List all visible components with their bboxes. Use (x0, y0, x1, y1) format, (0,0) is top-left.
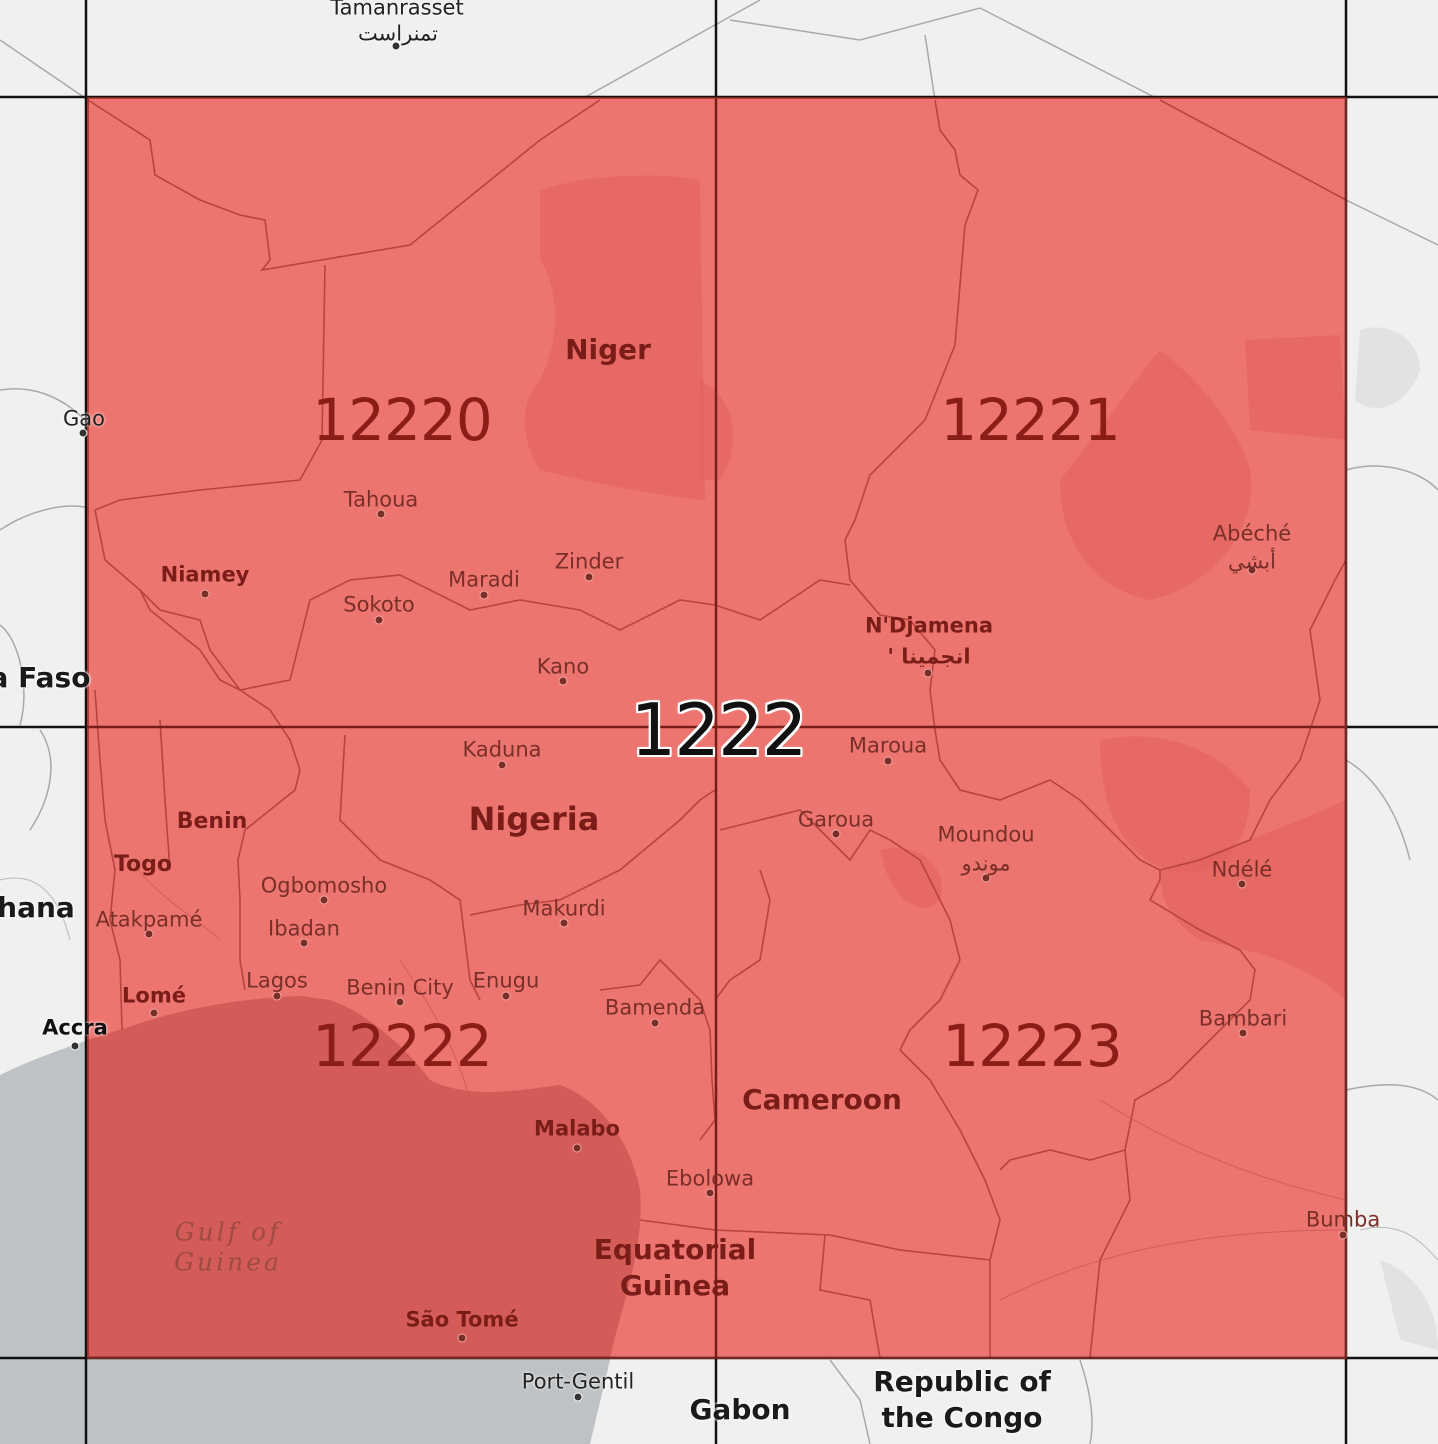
city-label-accra: Accra (42, 1015, 108, 1040)
city-label-kaduna: Kaduna (462, 737, 542, 762)
city-dot-port-gentil (573, 1392, 583, 1402)
city-label-ogbomosho: Ogbomosho (260, 873, 388, 898)
country-label-the-congo: the Congo (881, 1401, 1043, 1434)
city-dot-lagos (272, 991, 282, 1001)
tile-label-12222[interactable]: 12222 (312, 1012, 493, 1080)
country-label-guinea: Guinea (619, 1269, 731, 1302)
city-label-enugu: Enugu (472, 968, 540, 993)
city-label-ndjamena-arabic: ' انجمينا (887, 644, 971, 669)
city-dot-sao-tome (457, 1333, 467, 1343)
country-label-cameroon: Cameroon (742, 1083, 902, 1116)
city-dot-niamey (200, 589, 210, 599)
city-label-maradi: Maradi (448, 567, 520, 592)
city-dot-bambari (1238, 1028, 1248, 1038)
city-dot-accra (70, 1041, 80, 1051)
city-dot-ogbomosho (319, 895, 329, 905)
city-label-bumba: Bumba (1305, 1207, 1381, 1232)
water-label-gulf-of: Gulf of (174, 1217, 282, 1247)
city-dot-garoua (831, 829, 841, 839)
city-label-bamenda: Bamenda (604, 995, 706, 1020)
country-label-equatorial: Equatorial (593, 1233, 757, 1266)
country-label-niger: Niger (565, 333, 651, 366)
city-dot-bamenda (650, 1018, 660, 1028)
city-label-gao: Gao (63, 406, 105, 431)
city-dot-kano (558, 676, 568, 686)
city-dot-benin-city (395, 997, 405, 1007)
city-dot-lome (149, 1008, 159, 1018)
city-dot-ndjamena (923, 668, 933, 678)
city-label-malabo: Malabo (534, 1116, 620, 1141)
city-label-moundou-arabic: موندو (961, 851, 1011, 876)
city-label-tamanrasset: Tamanrasset (330, 0, 464, 20)
country-label-republic-of: Republic of (873, 1365, 1051, 1398)
city-dot-moundou (981, 873, 991, 883)
city-dot-kaduna (497, 760, 507, 770)
country-label-togo: Togo (113, 852, 173, 877)
parent-tile-label[interactable]: 1222 (630, 688, 807, 772)
city-label-maroua: Maroua (848, 733, 928, 758)
city-label-ibadan: Ibadan (268, 916, 340, 941)
city-label-ebolowa: Ebolowa (665, 1166, 755, 1191)
city-label-sokoto: Sokoto (343, 592, 415, 617)
city-label-sao-tome: São Tomé (405, 1307, 519, 1332)
city-dot-bumba (1338, 1230, 1348, 1240)
tile-label-12220[interactable]: 12220 (312, 386, 493, 454)
city-label-port-gentil: Port-Gentil (521, 1369, 635, 1394)
water-label-guinea: Guinea (174, 1247, 282, 1277)
relief-patches (525, 175, 1346, 1000)
city-label-ndele: Ndélé (1211, 857, 1273, 882)
city-dot-zinder (584, 572, 594, 582)
city-label-zinder: Zinder (554, 549, 624, 574)
city-label-abeche: Abéché (1212, 521, 1292, 546)
city-dot-gao (78, 428, 88, 438)
city-dot-enugu (501, 991, 511, 1001)
city-label-benin-city: Benin City (346, 975, 454, 1000)
city-label-lome: Lomé (122, 983, 186, 1008)
ocean-inside-tile (88, 996, 641, 1358)
city-dot-ibadan (299, 938, 309, 948)
country-label-nigeria: Nigeria (468, 800, 600, 838)
city-label-tamanrasset-arabic: تمنراست (358, 21, 438, 46)
country-label-benin: Benin (176, 809, 248, 834)
city-label-tahoua: Tahoua (343, 487, 419, 512)
city-dot-abeche (1247, 565, 1257, 575)
city-dot-atakpame (144, 929, 154, 939)
city-label-bambari: Bambari (1198, 1006, 1288, 1031)
city-dot-maradi (479, 590, 489, 600)
country-label-gabon: Gabon (689, 1393, 791, 1426)
country-borders-inside (87, 99, 1347, 1359)
tile-label-12223[interactable]: 12223 (942, 1012, 1123, 1080)
city-label-abeche-arabic: أبشي (1228, 549, 1276, 574)
city-dot-maroua (883, 756, 893, 766)
city-label-kano: Kano (536, 654, 590, 679)
city-label-atakpame: Atakpamé (95, 907, 203, 932)
city-label-garoua: Garoua (797, 807, 875, 832)
city-label-makurdi: Makurdi (522, 896, 606, 921)
city-label-lagos: Lagos (246, 968, 308, 993)
city-dot-sokoto (374, 615, 384, 625)
city-label-moundou: Moundou (937, 822, 1035, 847)
city-dot-malabo (572, 1143, 582, 1153)
city-dot-ebolowa (705, 1188, 715, 1198)
city-dot-tamanrasset (391, 41, 401, 51)
city-dot-tahoua (376, 509, 386, 519)
city-label-niamey: Niamey (160, 562, 250, 587)
city-dot-ndele (1237, 879, 1247, 889)
tile-label-12221[interactable]: 12221 (940, 386, 1121, 454)
city-label-ndjamena: N'Djamena (864, 613, 994, 638)
country-label-burkina-faso: a Faso (0, 661, 91, 694)
tile-outline (87, 97, 1347, 1359)
country-label-ghana: hana (0, 891, 75, 924)
city-dot-makurdi (559, 918, 569, 928)
